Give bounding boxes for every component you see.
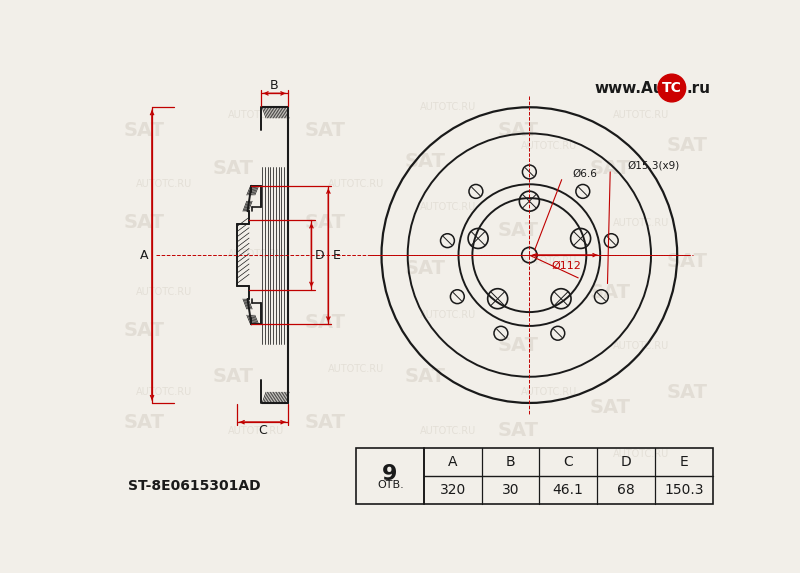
Text: Ø6.6: Ø6.6	[573, 168, 598, 178]
Text: 320: 320	[440, 483, 466, 497]
Text: 30: 30	[502, 483, 519, 497]
Text: 68: 68	[617, 483, 635, 497]
Text: AUTOTC.RU: AUTOTC.RU	[521, 141, 577, 151]
Text: AUTOTC.RU: AUTOTC.RU	[613, 218, 669, 227]
Text: SAT: SAT	[124, 213, 165, 232]
Text: A: A	[140, 249, 149, 262]
Text: D: D	[315, 249, 325, 262]
Text: SAT: SAT	[666, 252, 708, 271]
Text: SAT: SAT	[305, 121, 346, 140]
Text: AUTOTC.RU: AUTOTC.RU	[228, 249, 284, 258]
Text: AUTOTC.RU: AUTOTC.RU	[613, 449, 669, 459]
Text: ST-8E0615301AD: ST-8E0615301AD	[128, 479, 261, 493]
Text: SAT: SAT	[213, 367, 254, 386]
Text: SAT: SAT	[124, 414, 165, 433]
Text: SAT: SAT	[405, 152, 446, 171]
Text: AUTOTC.RU: AUTOTC.RU	[328, 179, 384, 189]
Text: .ru: .ru	[686, 81, 710, 96]
Text: AUTOTC.RU: AUTOTC.RU	[521, 387, 577, 397]
Text: TC: TC	[662, 81, 682, 95]
Text: AUTOTC.RU: AUTOTC.RU	[135, 287, 192, 297]
Text: SAT: SAT	[498, 421, 538, 440]
Text: SAT: SAT	[405, 367, 446, 386]
Text: SAT: SAT	[590, 282, 630, 301]
Circle shape	[658, 74, 686, 102]
Text: SAT: SAT	[666, 383, 708, 402]
Bar	[424, 448, 713, 504]
Text: C: C	[258, 424, 267, 437]
Text: AUTOTC.RU: AUTOTC.RU	[521, 256, 577, 266]
Text: B: B	[506, 454, 515, 469]
Text: SAT: SAT	[124, 121, 165, 140]
Text: E: E	[679, 454, 688, 469]
Text: D: D	[621, 454, 631, 469]
Text: SAT: SAT	[305, 213, 346, 232]
Text: www.Auto: www.Auto	[594, 81, 682, 96]
Text: SAT: SAT	[498, 336, 538, 355]
Text: SAT: SAT	[666, 136, 708, 155]
Text: 9: 9	[382, 464, 398, 484]
Text: SAT: SAT	[213, 159, 254, 178]
Text: B: B	[270, 79, 278, 92]
Text: SAT: SAT	[405, 260, 446, 278]
Text: AUTOTC.RU: AUTOTC.RU	[613, 341, 669, 351]
Text: AUTOTC.RU: AUTOTC.RU	[420, 202, 477, 213]
Text: AUTOTC.RU: AUTOTC.RU	[420, 102, 477, 112]
Text: AUTOTC.RU: AUTOTC.RU	[613, 110, 669, 120]
Text: SAT: SAT	[124, 321, 165, 340]
Text: Ø15.3(x9): Ø15.3(x9)	[627, 160, 679, 170]
Text: ОТВ.: ОТВ.	[378, 480, 404, 490]
Text: C: C	[563, 454, 573, 469]
Text: SAT: SAT	[590, 398, 630, 417]
Text: A: A	[448, 454, 458, 469]
Text: SAT: SAT	[498, 121, 538, 140]
Text: SAT: SAT	[498, 221, 538, 240]
Text: SAT: SAT	[305, 414, 346, 433]
Text: AUTOTC.RU: AUTOTC.RU	[420, 310, 477, 320]
Text: AUTOTC.RU: AUTOTC.RU	[228, 426, 284, 435]
Text: 150.3: 150.3	[664, 483, 703, 497]
Text: AUTOTC.RU: AUTOTC.RU	[228, 110, 284, 120]
Text: AUTOTC.RU: AUTOTC.RU	[135, 179, 192, 189]
Text: 46.1: 46.1	[553, 483, 584, 497]
Text: AUTOTC.RU: AUTOTC.RU	[420, 426, 477, 435]
Text: Ø112: Ø112	[551, 261, 582, 271]
Text: AUTOTC.RU: AUTOTC.RU	[135, 387, 192, 397]
Bar	[356, 448, 424, 504]
Text: AUTOTC.RU: AUTOTC.RU	[328, 364, 384, 374]
Text: SAT: SAT	[590, 159, 630, 178]
Text: SAT: SAT	[305, 313, 346, 332]
Text: E: E	[333, 249, 341, 262]
